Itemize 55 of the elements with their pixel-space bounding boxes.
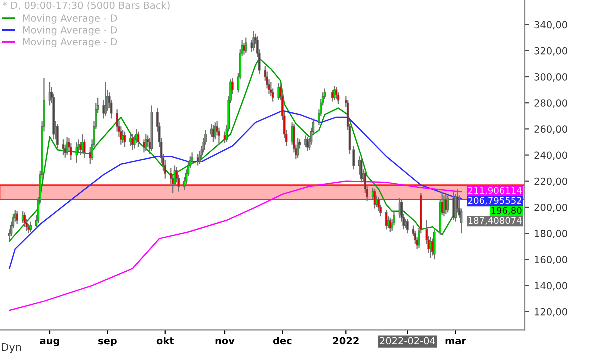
candlestick — [16, 210, 18, 226]
x-tick-label: dec — [273, 337, 292, 345]
line-series — [8, 180, 462, 312]
x-tick-label: aug — [40, 338, 60, 347]
candlestick — [145, 134, 148, 152]
candlestick — [56, 123, 59, 150]
y-tick-label: 320,00 — [534, 47, 568, 56]
candlestick — [76, 142, 78, 164]
y-tick-label: 220,00 — [534, 178, 568, 186]
legend-label: Moving Average - D — [23, 38, 118, 48]
candlestick — [214, 122, 217, 140]
candlestick — [130, 134, 132, 147]
legend-label: Moving Average - D — [23, 26, 118, 36]
x-tick-label: okt — [156, 337, 174, 345]
annotation: 196,80 — [492, 207, 522, 216]
y-tick-label: 200,00 — [534, 204, 568, 212]
y-tick-label: 260,00 — [534, 126, 568, 134]
legend-label: Moving Average - D — [23, 14, 118, 24]
x-tick-label: 2022 — [333, 337, 359, 345]
candlestick — [132, 134, 134, 151]
x-tick-label: mar — [446, 339, 466, 345]
candlestick — [104, 82, 107, 117]
candlestick — [122, 130, 124, 144]
candlestick — [245, 37, 248, 54]
candlestick — [443, 195, 446, 218]
annotation: 187,408074 — [468, 217, 522, 226]
candlestick — [333, 86, 336, 102]
y-tick-label: 300,00 — [534, 73, 568, 82]
candlestick — [30, 221, 32, 233]
x-tick-label: 2022-02-04 — [380, 337, 436, 345]
candlestick — [430, 236, 432, 259]
candlestick — [446, 195, 450, 214]
candlestick — [406, 218, 409, 234]
candlestick — [414, 230, 417, 245]
y-tick-label: 160,00 — [535, 256, 568, 265]
chart-title: * D, 09:00-17:30 (5000 Bars Back) — [2, 2, 170, 10]
candlestick — [137, 131, 140, 148]
text: Dyn — [2, 343, 22, 354]
y-tick-label: 180,00 — [535, 230, 568, 238]
x-tick-label: sep — [98, 339, 117, 347]
x-tick-label: nov — [216, 339, 235, 345]
candlestick — [22, 210, 24, 224]
annotation: 211,906114 — [468, 187, 522, 196]
y-tick-label: 280,00 — [534, 100, 568, 108]
candlestick — [70, 142, 72, 162]
annotation: 206,795552 — [468, 197, 522, 206]
y-tick-label: 140,00 — [535, 282, 568, 291]
y-tick-label: 340,00 — [534, 21, 568, 30]
y-tick-label: 240,00 — [534, 152, 568, 160]
candlestick — [433, 229, 436, 260]
candlestick — [252, 30, 255, 52]
candlestick — [196, 153, 200, 166]
candlestick — [66, 136, 68, 156]
candlestick — [452, 191, 455, 222]
y-tick-label: 120,00 — [535, 308, 568, 317]
